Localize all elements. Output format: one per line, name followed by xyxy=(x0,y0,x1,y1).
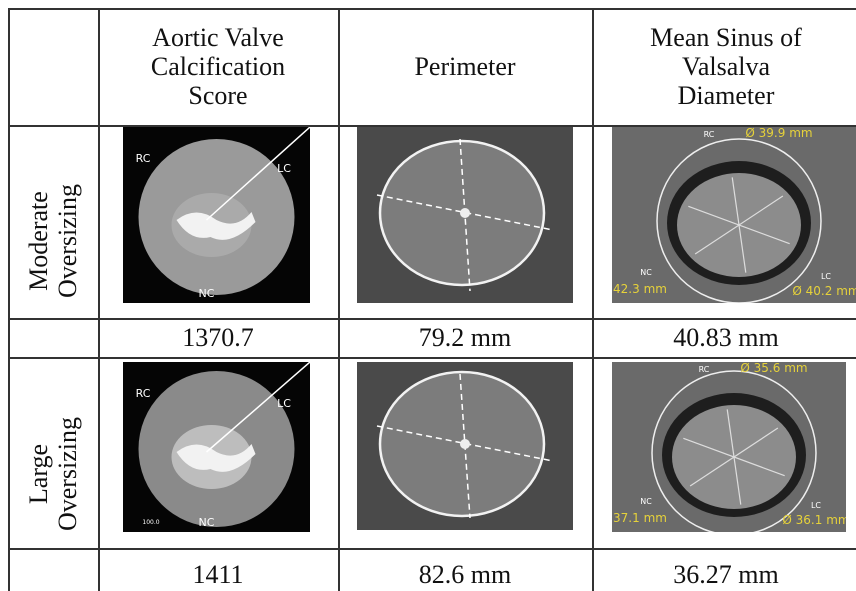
header-cell: Perimeter xyxy=(338,8,592,125)
scan-label: NC xyxy=(199,287,215,300)
measurement-label: RC xyxy=(699,365,710,374)
value-cell: 1411 xyxy=(98,548,338,591)
ct-image: RC Ø 39.9 mm NC 42.3 mm LC Ø 40.2 mm xyxy=(612,127,856,303)
value-cell: 79.2 mm xyxy=(338,318,592,357)
value-cell: 1370.7 xyxy=(98,318,338,357)
ct-image: RC Ø 35.6 mm NC 37.1 mm LC Ø 36.1 mm xyxy=(612,362,846,532)
ct-image: RC LC NC 100.0 xyxy=(123,362,310,532)
value-cell: 36.27 mm xyxy=(592,548,856,591)
measurement-label: Ø 39.9 mm xyxy=(745,127,812,140)
scan-label: RC xyxy=(136,387,151,400)
scan-label: RC xyxy=(136,152,151,165)
figure-table: Aortic ValveCalcificationScore Perimeter M… xyxy=(0,0,856,591)
value-text: 79.2 mm xyxy=(419,323,511,352)
scan-label: LC xyxy=(277,162,291,175)
header-line: Aortic Valve xyxy=(152,23,284,52)
center xyxy=(460,439,470,449)
measurement-label: Ø 40.2 mm xyxy=(792,284,856,298)
value-cell: 82.6 mm xyxy=(338,548,592,591)
header-line: Score xyxy=(188,81,247,110)
group-line: Oversizing xyxy=(53,184,82,298)
scan-label: NC xyxy=(199,516,215,529)
value-cell: 40.83 mm xyxy=(592,318,856,357)
row-border xyxy=(8,357,856,359)
value-text: 1411 xyxy=(192,560,243,589)
group-line: Large xyxy=(24,444,53,504)
header-line: Diameter xyxy=(678,81,775,110)
measurement-label: NC xyxy=(640,497,652,506)
measurement-label: 42.3 mm xyxy=(613,282,667,296)
measurement-label: RC xyxy=(704,130,715,139)
group-line: Oversizing xyxy=(53,417,82,531)
header-line: Mean Sinus of xyxy=(650,23,802,52)
measurement-label: Ø 35.6 mm xyxy=(740,362,807,375)
ct-image xyxy=(357,127,573,303)
measurement-label: LC xyxy=(821,272,831,281)
value-text: 1370.7 xyxy=(182,323,254,352)
header-line: Perimeter xyxy=(414,52,515,81)
header-line: Calcification xyxy=(151,52,285,81)
value-text: 40.83 mm xyxy=(673,323,778,352)
scan-label: 100.0 xyxy=(142,519,159,526)
group-line: Moderate xyxy=(24,191,53,291)
scan-label: LC xyxy=(277,397,291,410)
measurement-label: LC xyxy=(811,501,821,510)
measurement-label: Ø 36.1 mm xyxy=(782,513,846,527)
ct-image xyxy=(357,362,573,530)
header-line: Valsalva xyxy=(682,52,770,81)
center xyxy=(460,208,470,218)
value-text: 36.27 mm xyxy=(673,560,778,589)
measurement-label: 37.1 mm xyxy=(613,511,667,525)
measurement-label: NC xyxy=(640,268,652,277)
ct-image: RC LC NC xyxy=(123,127,310,303)
value-text: 82.6 mm xyxy=(419,560,511,589)
